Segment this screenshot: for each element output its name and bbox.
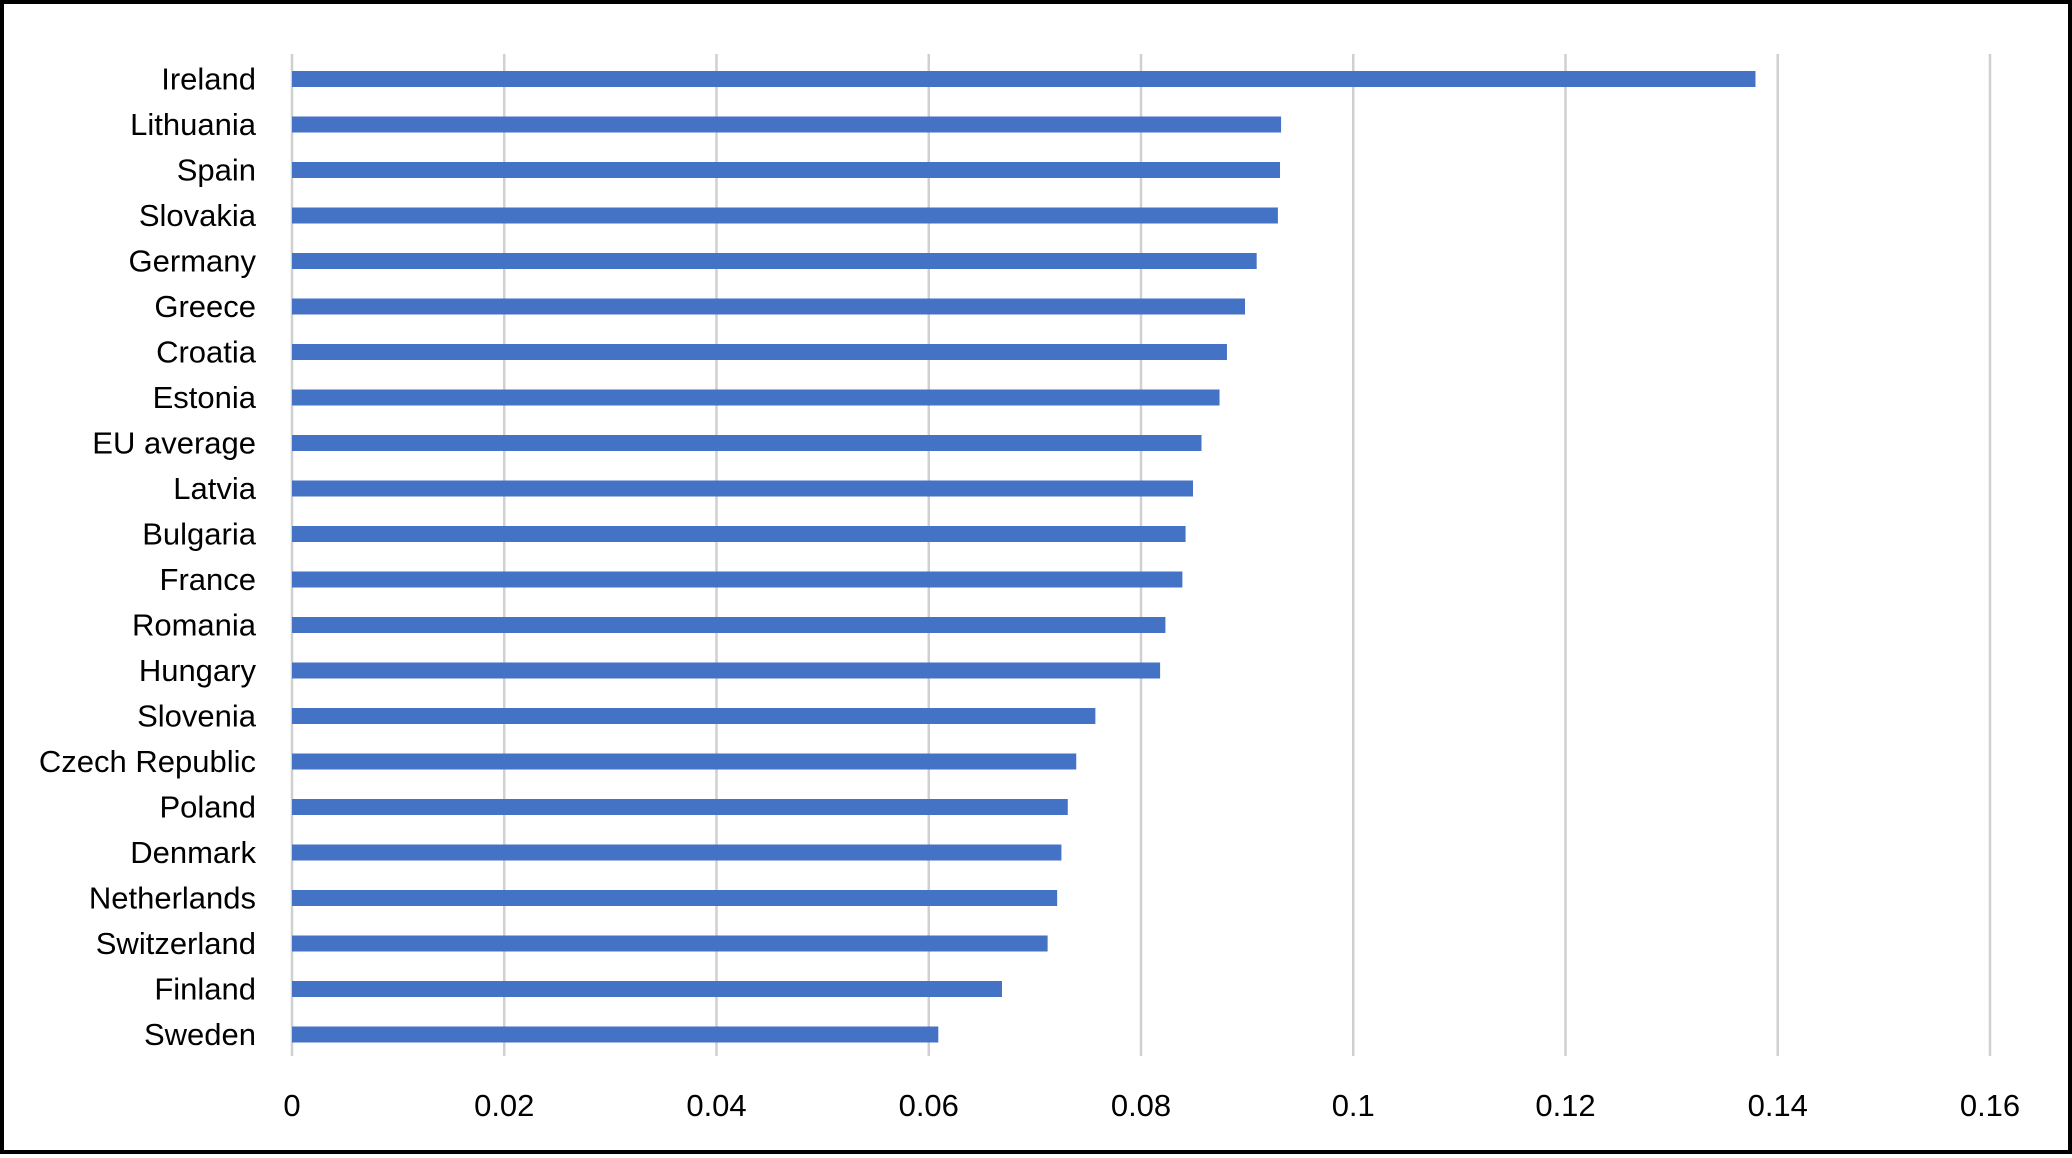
category-label-netherlands: Netherlands bbox=[89, 881, 256, 916]
bar-denmark bbox=[292, 844, 1062, 861]
category-labels: Ireland Lithuania Spain Slovakia Germany Gree… bbox=[39, 62, 257, 1053]
category-label-estonia: Estonia bbox=[153, 380, 257, 415]
x-tick-label-6: 0.12 bbox=[1535, 1088, 1595, 1123]
x-tick-label-1: 0.02 bbox=[474, 1088, 534, 1123]
bar-slovakia bbox=[292, 207, 1278, 224]
category-label-latvia: Latvia bbox=[173, 471, 256, 506]
bar-finland bbox=[292, 981, 1002, 997]
x-tick-label-8: 0.16 bbox=[1960, 1088, 2020, 1123]
category-label-germany: Germany bbox=[129, 244, 257, 279]
bars bbox=[292, 71, 1756, 1043]
bar-netherlands bbox=[292, 890, 1058, 906]
bar-bulgaria bbox=[292, 526, 1186, 542]
category-label-romania: Romania bbox=[132, 608, 257, 643]
bar-estonia bbox=[292, 389, 1220, 406]
category-label-switzerland: Switzerland bbox=[96, 926, 256, 961]
x-tick-label-0: 0 bbox=[283, 1088, 300, 1123]
category-label-croatia: Croatia bbox=[156, 335, 257, 370]
bar-romania bbox=[292, 617, 1166, 633]
category-label-slovakia: Slovakia bbox=[139, 198, 257, 233]
x-tick-label-5: 0.1 bbox=[1332, 1088, 1375, 1123]
bar-sweden bbox=[292, 1026, 939, 1043]
category-label-spain: Spain bbox=[177, 153, 256, 188]
bar-lithuania bbox=[292, 116, 1282, 133]
bar-hungary bbox=[292, 662, 1161, 679]
category-label-denmark: Denmark bbox=[130, 835, 256, 870]
category-label-finland: Finland bbox=[154, 972, 256, 1007]
category-label-lithuania: Lithuania bbox=[130, 107, 257, 142]
category-label-ireland: Ireland bbox=[161, 62, 256, 97]
bar-switzerland bbox=[292, 935, 1048, 952]
bar-ireland bbox=[292, 71, 1756, 87]
bar-greece bbox=[292, 298, 1246, 315]
x-tick-label-3: 0.06 bbox=[899, 1088, 959, 1123]
category-label-sweden: Sweden bbox=[144, 1017, 256, 1052]
bar-spain bbox=[292, 162, 1281, 178]
bar-czech-republic bbox=[292, 753, 1077, 770]
x-tick-label-4: 0.08 bbox=[1111, 1088, 1171, 1123]
category-label-france: France bbox=[160, 562, 256, 597]
bar-poland bbox=[292, 799, 1068, 815]
category-label-bulgaria: Bulgaria bbox=[142, 517, 256, 552]
bar-france bbox=[292, 571, 1183, 588]
x-tick-label-7: 0.14 bbox=[1748, 1088, 1808, 1123]
category-label-eu-average: EU average bbox=[92, 426, 256, 461]
bar-croatia bbox=[292, 344, 1227, 360]
category-label-czech-republic: Czech Republic bbox=[39, 744, 256, 779]
bar-latvia bbox=[292, 480, 1194, 497]
category-label-greece: Greece bbox=[154, 289, 256, 324]
x-axis-tick-labels: 0 0.02 0.04 0.06 0.08 0.1 0.12 0.14 0.16 bbox=[283, 1088, 2020, 1123]
bar-germany bbox=[292, 253, 1257, 269]
bar-slovenia bbox=[292, 708, 1096, 724]
x-tick-label-2: 0.04 bbox=[686, 1088, 746, 1123]
category-label-slovenia: Slovenia bbox=[137, 699, 257, 734]
bar-eu-average bbox=[292, 435, 1202, 451]
category-label-poland: Poland bbox=[159, 790, 256, 825]
bar-chart: Ireland Lithuania Spain Slovakia Germany Gree… bbox=[39, 54, 2020, 1123]
category-label-hungary: Hungary bbox=[139, 653, 257, 688]
